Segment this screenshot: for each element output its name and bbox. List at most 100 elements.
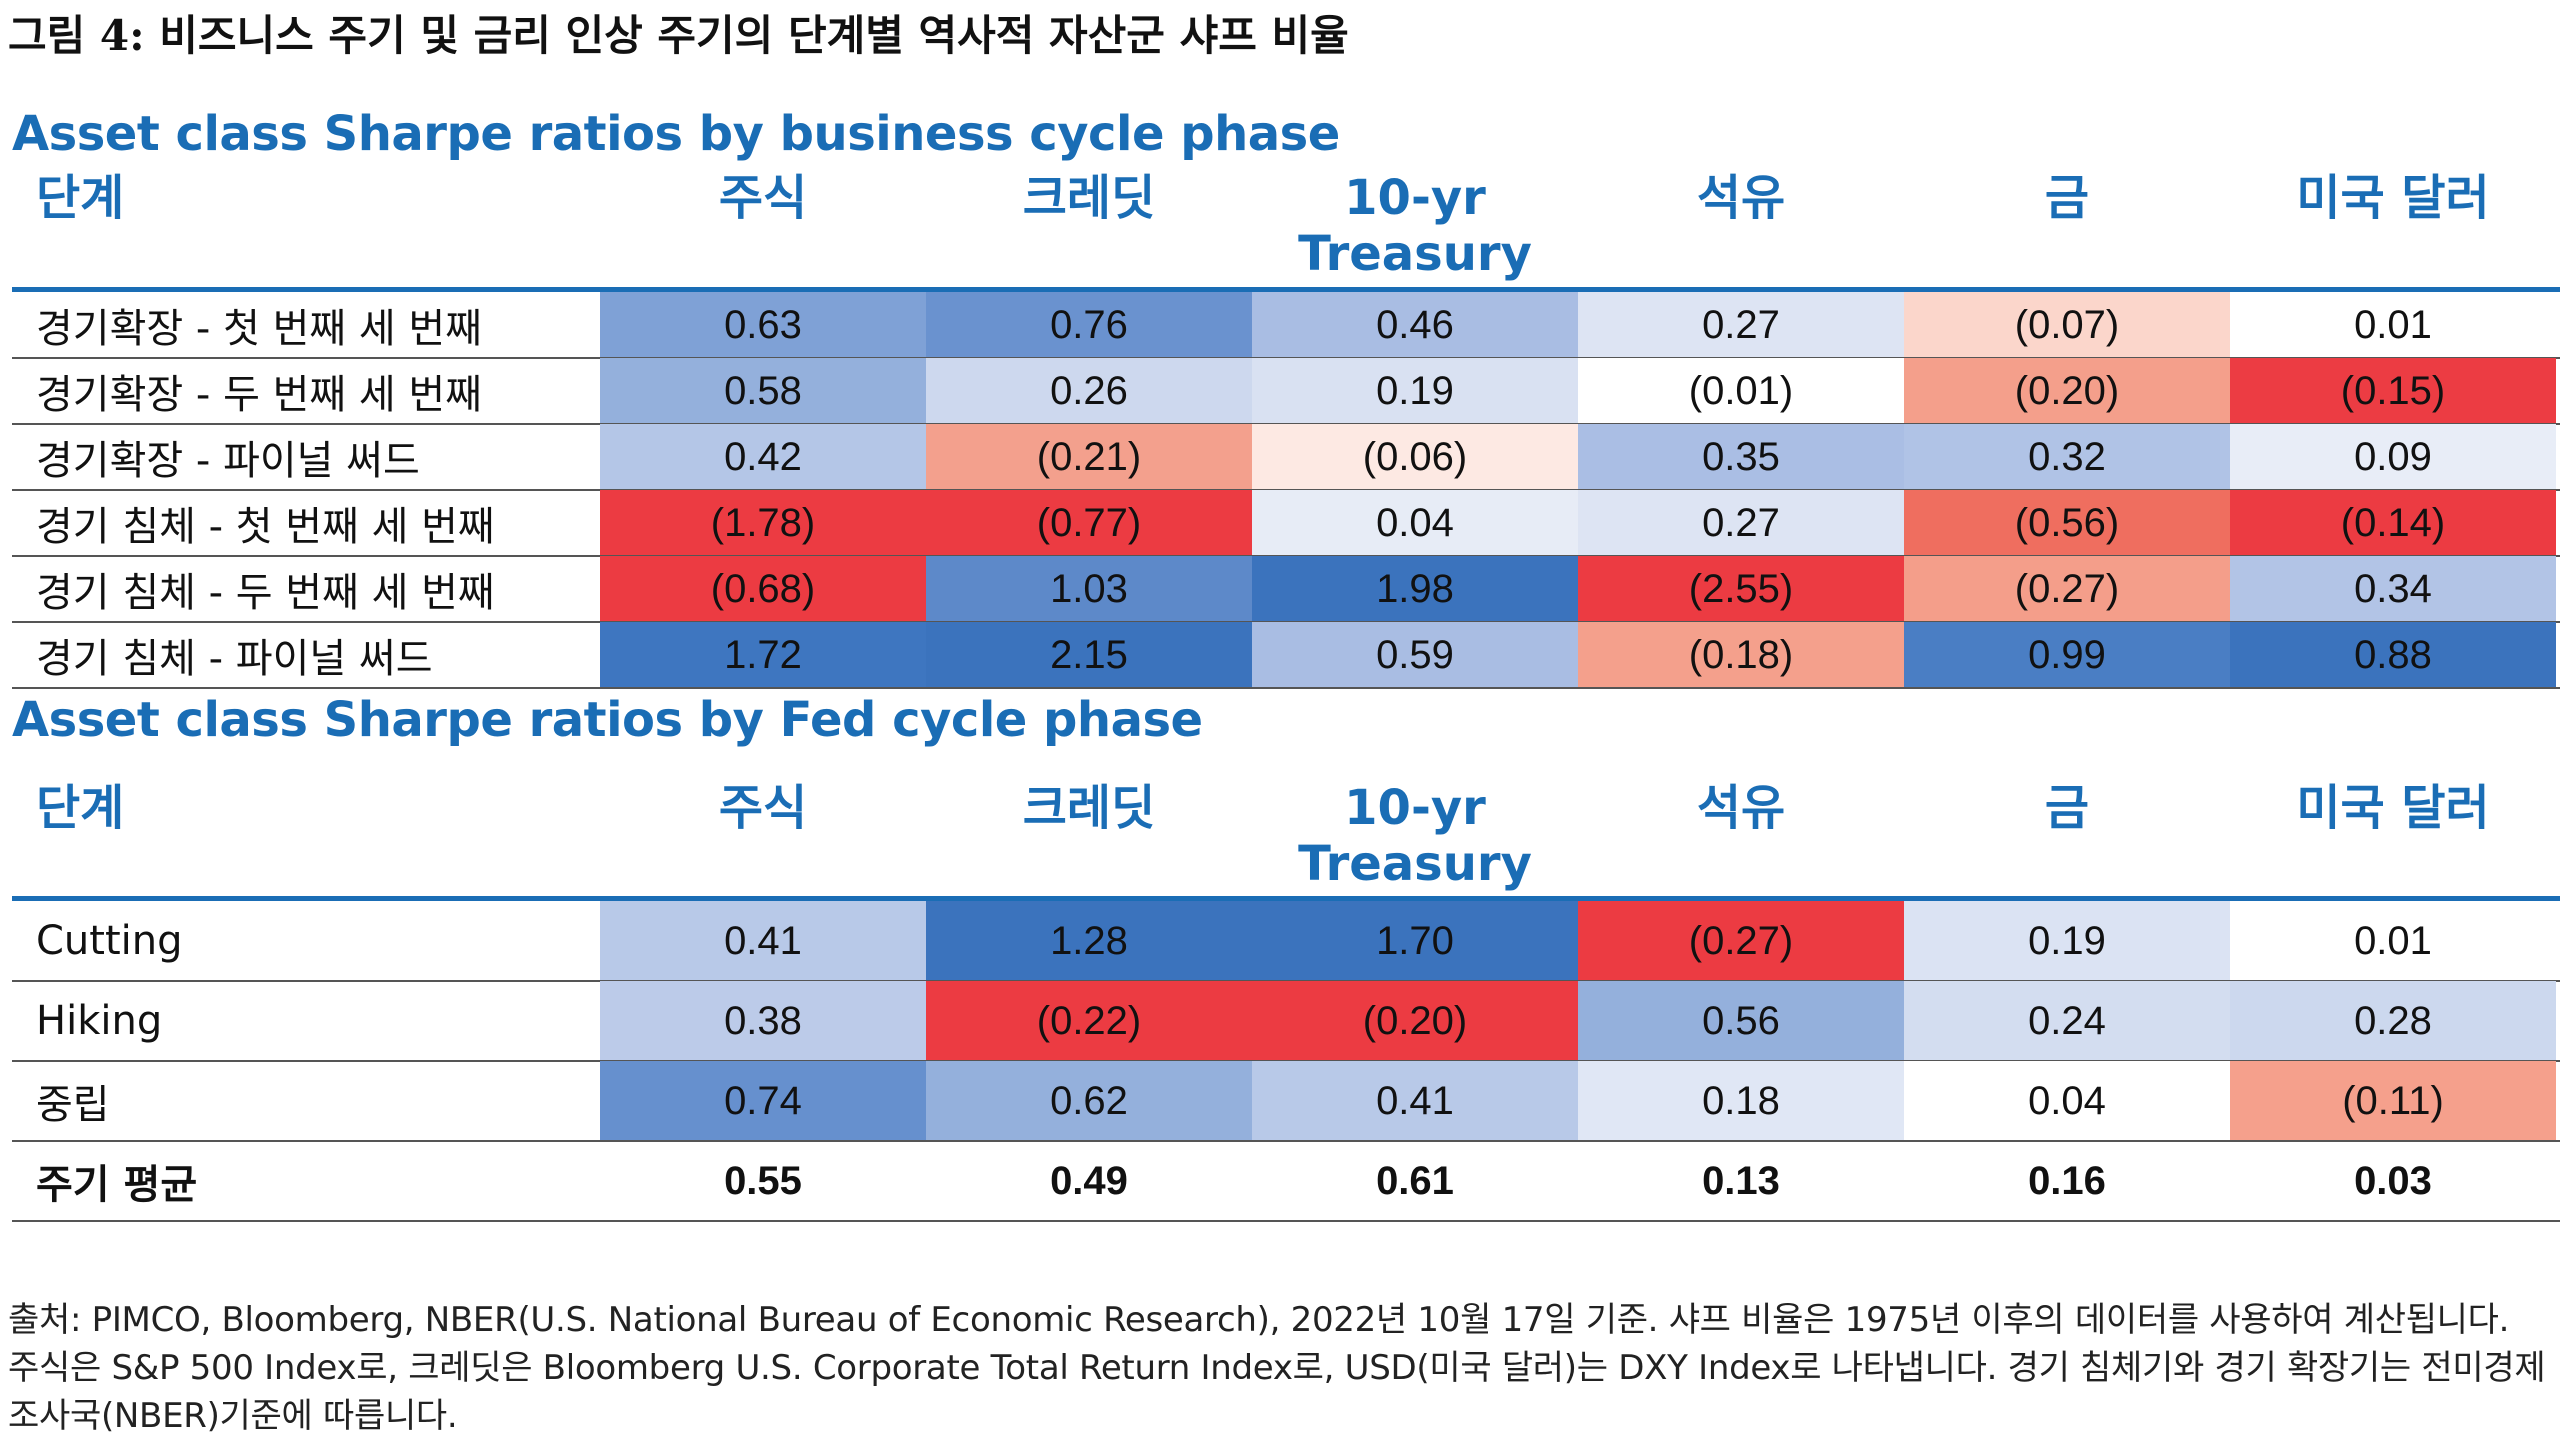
sharpe-ratio-cell: (1.78) bbox=[600, 490, 926, 556]
fed-cycle-header-rule bbox=[12, 896, 2560, 901]
header-treasury: 10-yr Treasury bbox=[1298, 780, 1532, 892]
sharpe-ratio-cell: 0.16 bbox=[2028, 1158, 2106, 1203]
table-row: 경기확장 - 두 번째 세 번째 0.58 0.26 0.19 (0.01) (0.20)… bbox=[12, 358, 2560, 425]
row-label: 경기확장 - 두 번째 세 번째 bbox=[36, 372, 483, 418]
sharpe-ratio-cell: (0.68) bbox=[600, 556, 926, 622]
table-row: 경기확장 - 첫 번째 세 번째 0.63 0.76 0.46 0.27 (0.07) 0.… bbox=[12, 292, 2560, 359]
sharpe-ratio-cell: (0.14) bbox=[2230, 490, 2556, 556]
sharpe-ratio-cell: 0.41 bbox=[600, 901, 926, 981]
sharpe-ratio-cell: (2.55) bbox=[1578, 556, 1904, 622]
sharpe-ratio-cell: 0.56 bbox=[1578, 981, 1904, 1061]
header-phase: 단계 bbox=[36, 170, 125, 226]
sharpe-ratio-cell: (0.77) bbox=[926, 490, 1252, 556]
sharpe-ratio-cell: 0.63 bbox=[600, 292, 926, 358]
row-divider bbox=[12, 1220, 2560, 1222]
business-cycle-table-title: Asset class Sharpe ratios by business cy… bbox=[12, 106, 1340, 162]
header-oil: 석유 bbox=[1696, 170, 1786, 226]
sharpe-ratio-cell: 0.34 bbox=[2230, 556, 2556, 622]
table-row: Cutting 0.41 1.28 1.70 (0.27) 0.19 0.01 bbox=[12, 901, 2560, 982]
sharpe-ratio-cell: 0.46 bbox=[1252, 292, 1578, 358]
sharpe-ratio-cell: (0.27) bbox=[1578, 901, 1904, 981]
row-label: 경기 침체 - 첫 번째 세 번째 bbox=[36, 504, 495, 550]
sharpe-ratio-cell: 0.24 bbox=[1904, 981, 2230, 1061]
sharpe-ratio-cell: 0.27 bbox=[1578, 292, 1904, 358]
sharpe-ratio-cell: 0.49 bbox=[1050, 1158, 1128, 1203]
row-label: 경기확장 - 파이널 써드 bbox=[36, 438, 420, 484]
header-gold: 금 bbox=[2044, 780, 2090, 836]
sharpe-ratio-cell: 0.13 bbox=[1702, 1158, 1780, 1203]
row-label: 경기확장 - 첫 번째 세 번째 bbox=[36, 306, 483, 352]
sharpe-ratio-cell: 0.59 bbox=[1252, 622, 1578, 688]
header-phase: 단계 bbox=[36, 780, 125, 836]
sharpe-ratio-cell: 0.41 bbox=[1252, 1061, 1578, 1141]
table-row: 경기 침체 - 두 번째 세 번째 (0.68) 1.03 1.98 (2.55) (0.… bbox=[12, 556, 2560, 623]
row-label: Hiking bbox=[36, 998, 163, 1044]
table-row: 경기 침체 - 파이널 써드 1.72 2.15 0.59 (0.18) 0.99 0.88 bbox=[12, 622, 2560, 689]
sharpe-ratio-cell: 0.18 bbox=[1578, 1061, 1904, 1141]
sharpe-ratio-cell: (0.20) bbox=[1252, 981, 1578, 1061]
sharpe-ratio-cell: (0.15) bbox=[2230, 358, 2556, 424]
sharpe-ratio-cell: 0.19 bbox=[1252, 358, 1578, 424]
sharpe-ratio-cell: 0.04 bbox=[1904, 1061, 2230, 1141]
table-row: 경기확장 - 파이널 써드 0.42 (0.21) (0.06) 0.35 0.32 0.0… bbox=[12, 424, 2560, 491]
source-footnote: 출처: PIMCO, Bloomberg, NBER(U.S. National… bbox=[8, 1300, 2546, 1436]
sharpe-ratio-cell: (0.22) bbox=[926, 981, 1252, 1061]
sharpe-ratio-cell: 0.09 bbox=[2230, 424, 2556, 490]
sharpe-ratio-cell: 0.01 bbox=[2230, 901, 2556, 981]
sharpe-ratio-cell: 0.04 bbox=[1252, 490, 1578, 556]
sharpe-ratio-cell: (0.07) bbox=[1904, 292, 2230, 358]
sharpe-ratio-cell: (0.11) bbox=[2230, 1061, 2556, 1141]
sharpe-ratio-cell: 0.03 bbox=[2354, 1158, 2432, 1203]
sharpe-ratio-cell: 1.03 bbox=[926, 556, 1252, 622]
sharpe-ratio-cell: 0.01 bbox=[2230, 292, 2556, 358]
header-usd: 미국 달러 bbox=[2296, 780, 2490, 836]
sharpe-ratio-cell: 1.98 bbox=[1252, 556, 1578, 622]
sharpe-ratio-cell: (0.27) bbox=[1904, 556, 2230, 622]
sharpe-ratio-cell: 0.61 bbox=[1376, 1158, 1454, 1203]
row-label: 경기 침체 - 파이널 써드 bbox=[36, 636, 433, 682]
header-credit: 크레딧 bbox=[1022, 170, 1156, 226]
sharpe-ratio-cell: 0.99 bbox=[1904, 622, 2230, 688]
sharpe-ratio-cell: 0.27 bbox=[1578, 490, 1904, 556]
sharpe-ratio-cell: 0.76 bbox=[926, 292, 1252, 358]
sharpe-ratio-cell: 0.19 bbox=[1904, 901, 2230, 981]
header-treasury: 10-yr Treasury bbox=[1298, 170, 1532, 282]
sharpe-ratio-cell: 1.70 bbox=[1252, 901, 1578, 981]
header-usd: 미국 달러 bbox=[2296, 170, 2490, 226]
sharpe-ratio-cell: 0.28 bbox=[2230, 981, 2556, 1061]
sharpe-ratio-cell: (0.21) bbox=[926, 424, 1252, 490]
header-equities: 주식 bbox=[718, 170, 808, 226]
sharpe-ratio-cell: 1.72 bbox=[600, 622, 926, 688]
sharpe-ratio-cell: 2.15 bbox=[926, 622, 1252, 688]
fed-cycle-table-title: Asset class Sharpe ratios by Fed cycle p… bbox=[12, 692, 1203, 748]
header-oil: 석유 bbox=[1696, 780, 1786, 836]
sharpe-ratio-cell: 0.55 bbox=[724, 1158, 802, 1203]
row-label: 경기 침체 - 두 번째 세 번째 bbox=[36, 570, 495, 616]
sharpe-ratio-cell: 0.32 bbox=[1904, 424, 2230, 490]
header-equities: 주식 bbox=[718, 780, 808, 836]
sharpe-ratio-cell: 0.58 bbox=[600, 358, 926, 424]
row-divider bbox=[12, 1140, 2560, 1142]
sharpe-ratio-cell: (0.01) bbox=[1578, 358, 1904, 424]
sharpe-ratio-cell: 0.62 bbox=[926, 1061, 1252, 1141]
sharpe-ratio-cell: (0.06) bbox=[1252, 424, 1578, 490]
header-credit: 크레딧 bbox=[1022, 780, 1156, 836]
table-row: 중립 0.74 0.62 0.41 0.18 0.04 (0.11) bbox=[12, 1061, 2560, 1142]
sharpe-ratio-cell: 0.74 bbox=[600, 1061, 926, 1141]
sharpe-ratio-cell: (0.20) bbox=[1904, 358, 2230, 424]
cycle-average-row: 주기 평균 0.55 0.49 0.61 0.13 0.16 0.03 bbox=[12, 1141, 2560, 1222]
table-row: 경기 침체 - 첫 번째 세 번째 (1.78) (0.77) 0.04 0.27 (0.… bbox=[12, 490, 2560, 557]
sharpe-ratio-cell: 0.42 bbox=[600, 424, 926, 490]
sharpe-ratio-cell: 0.38 bbox=[600, 981, 926, 1061]
row-label: 중립 bbox=[36, 1082, 110, 1128]
sharpe-ratio-cell: 0.26 bbox=[926, 358, 1252, 424]
row-label: 주기 평균 bbox=[36, 1162, 198, 1208]
table-row: Hiking 0.38 (0.22) (0.20) 0.56 0.24 0.28 bbox=[12, 981, 2560, 1062]
sharpe-ratio-cell: 0.35 bbox=[1578, 424, 1904, 490]
sharpe-ratio-cell: 1.28 bbox=[926, 901, 1252, 981]
header-gold: 금 bbox=[2044, 170, 2090, 226]
business-cycle-header-rule bbox=[12, 287, 2560, 292]
sharpe-ratio-cell: (0.56) bbox=[1904, 490, 2230, 556]
figure-title: 그림 4: 비즈니스 주기 및 금리 인상 주기의 단계별 역사적 자산군 샤프… bbox=[8, 11, 1349, 60]
sharpe-ratio-cell: (0.18) bbox=[1578, 622, 1904, 688]
